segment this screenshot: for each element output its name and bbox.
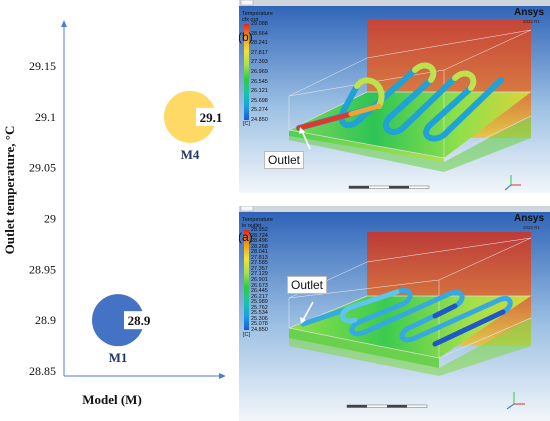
version-label-b: 2022 R1 — [522, 19, 540, 24]
y-tick-label: 28.95 — [29, 262, 56, 276]
colorbar-value: 28.952 — [251, 227, 268, 233]
point-label: M4 — [181, 147, 200, 162]
colorbar-value: 24.850 — [251, 117, 268, 123]
colorbar-value: 27.817 — [251, 49, 268, 56]
outlet-label-a: Outlet — [287, 276, 328, 294]
data-points: 28.9 M1 29.1 M4 — [92, 90, 226, 365]
y-tick-label: 29.1 — [35, 110, 56, 124]
colorbar-value: 28.268 — [251, 243, 268, 250]
colorbar-value: 27.813 — [251, 254, 268, 261]
ansys-logo-b: Ansys — [513, 7, 544, 18]
colorbar-value: 26.545 — [251, 78, 268, 85]
colorbar-value: 24.850 — [251, 327, 268, 333]
colorbar-value: 28.724 — [251, 232, 268, 239]
outlet-temperature-chart: 28.85 28.9 28.95 29 29.05 29.1 29.15 28.9 M1 29.… — [2, 20, 226, 407]
y-axis-title: Outlet temperature, °C — [2, 126, 17, 255]
colorbar-value: 27.129 — [251, 271, 268, 278]
colorbar-a — [244, 230, 249, 330]
simulation-panel-b: Temperature cfx out 29.088 28.664 28.241 27… — [239, 0, 550, 193]
colorbar-value: 26.217 — [251, 293, 268, 300]
unit-label-b: [C] — [243, 121, 251, 127]
colorbar-value: 26.673 — [251, 282, 268, 289]
point-m4 — [164, 90, 216, 143]
legend-title-a: Temperature in outlet — [242, 217, 273, 229]
colorbar-value: 28.041 — [251, 249, 268, 256]
y-axis-arrow — [61, 20, 67, 27]
y-tick-label: 29.05 — [29, 161, 56, 175]
colorbar-value: 25.306 — [251, 315, 268, 322]
version-label-a: 2022 R1 — [522, 225, 540, 230]
ansys-logo-a: Ansys — [513, 213, 544, 224]
simulation-render-b — [239, 0, 550, 193]
point-label: M1 — [109, 350, 128, 365]
x-axis — [64, 373, 226, 379]
colorbar-value: 26.901 — [251, 277, 268, 283]
colorbar-value: 29.088 — [251, 21, 268, 27]
value-label-bg — [124, 311, 154, 330]
value-label: 28.9 — [128, 313, 151, 328]
x-axis-arrow — [219, 373, 226, 379]
colorbar-value: 28.241 — [251, 40, 268, 47]
simulation-panel-a: Temperature in outlet 28.952 28.724 28.496… — [239, 206, 550, 421]
colorbar-value: 26.121 — [251, 88, 268, 95]
value-label: 29.1 — [200, 110, 223, 125]
unit-label-a: [C] — [243, 332, 251, 338]
value-label-bg — [196, 107, 226, 126]
colorbar-value: 27.393 — [251, 59, 268, 66]
y-tick-label: 28.9 — [35, 313, 56, 327]
point-m1 — [92, 294, 144, 347]
y-tick-label: 28.85 — [29, 364, 56, 378]
y-tick-label: 29 — [44, 212, 56, 226]
colorbar-value: 25.274 — [251, 107, 268, 114]
panel-tag-a: (a) — [239, 230, 253, 244]
colorbar-value: 25.078 — [251, 321, 268, 328]
colorbar-value: 25.534 — [251, 310, 268, 317]
colorbar-value: 28.496 — [251, 238, 268, 245]
colorbar-value: 27.357 — [251, 265, 268, 272]
y-axis: 28.85 28.9 28.95 29 29.05 29.1 29.15 — [29, 20, 67, 378]
outlet-label-b: Outlet — [264, 151, 305, 169]
colorbar-value: 27.585 — [251, 260, 268, 267]
x-axis-title: Model (M) — [82, 392, 142, 407]
colorbar-value: 26.969 — [251, 69, 268, 75]
colorbar-b — [244, 24, 249, 120]
simulation-render-a — [239, 206, 550, 421]
colorbar-value: 25.698 — [251, 97, 268, 104]
legend-title-b: Temperature cfx out — [242, 11, 273, 23]
colorbar-value: 28.664 — [251, 30, 268, 37]
colorbar-value: 25.762 — [251, 304, 268, 311]
panel-tag-b: (b) — [239, 30, 253, 44]
y-tick-label: 29.15 — [29, 59, 56, 73]
colorbar-value: 26.445 — [251, 288, 268, 295]
colorbar-value: 25.989 — [251, 299, 268, 306]
